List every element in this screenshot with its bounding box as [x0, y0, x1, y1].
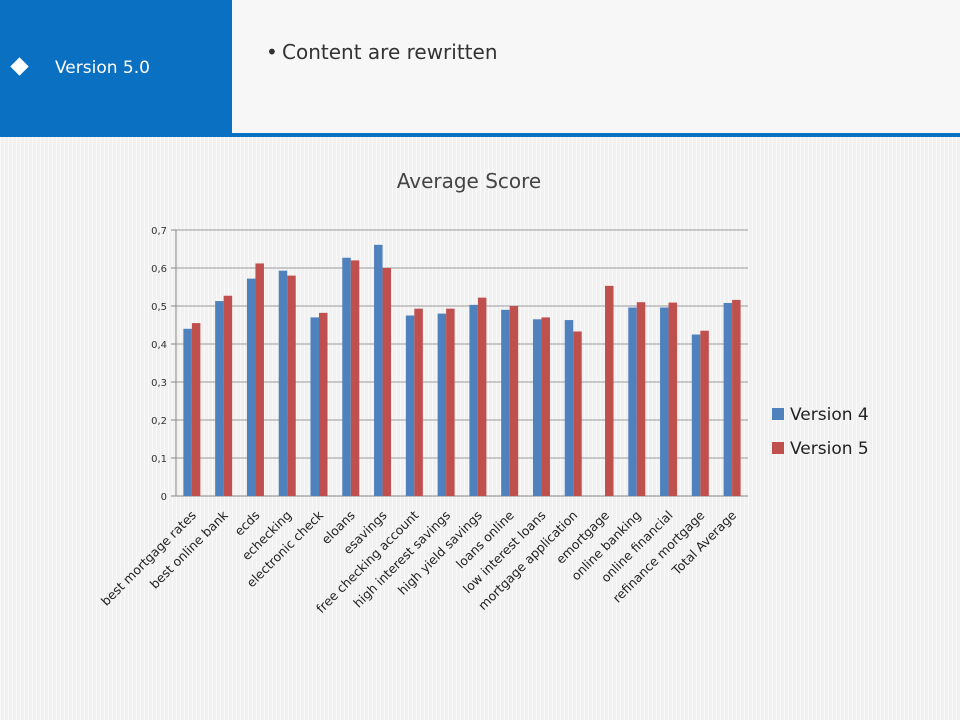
bar-version-4	[628, 307, 637, 496]
bar-version-5	[191, 323, 201, 496]
bar-version-4	[183, 328, 192, 496]
bar-version-5	[573, 331, 582, 496]
bar-version-4	[660, 307, 669, 496]
bar-version-4	[723, 302, 733, 496]
y-tick-label: 0,3	[151, 378, 167, 389]
bar-version-4	[342, 257, 351, 496]
bar-version-5	[255, 263, 264, 496]
legend-swatch	[772, 408, 784, 420]
bar-version-5	[700, 330, 709, 496]
y-tick-label: 0,5	[151, 302, 167, 313]
bar-version-5	[319, 312, 328, 496]
bar-version-5	[414, 308, 423, 496]
section-label: Version 5.0	[55, 58, 150, 78]
bar-version-4	[215, 301, 224, 496]
bar-version-5	[541, 317, 550, 496]
header-divider	[0, 133, 960, 137]
bar-version-4	[501, 309, 510, 496]
bar-version-4	[437, 313, 447, 496]
bar-version-5	[223, 295, 233, 496]
bar-version-5	[477, 297, 487, 496]
bar-version-5	[382, 268, 392, 496]
bar-version-4	[310, 317, 319, 496]
y-tick-label: 0,2	[151, 416, 167, 427]
bar-version-4	[564, 320, 574, 496]
y-tick-label: 0	[161, 492, 167, 503]
legend-label: Version 5	[790, 439, 869, 459]
bar-version-5	[636, 302, 646, 496]
bar-version-4	[691, 334, 701, 496]
bar-version-4	[278, 270, 288, 496]
bar-version-4	[532, 319, 542, 496]
slide-content-text: Content are rewritten	[282, 40, 498, 64]
bar-version-4	[405, 315, 415, 496]
bar-version-5	[509, 306, 519, 496]
bar-version-5	[446, 308, 455, 496]
bar-version-5	[605, 285, 614, 496]
bar-version-4	[246, 278, 256, 496]
bar-version-5	[732, 299, 741, 496]
bar-version-5	[350, 260, 360, 496]
y-tick-label: 0,7	[151, 226, 167, 237]
section-box	[0, 0, 232, 136]
chart-title: Average Score	[397, 169, 542, 193]
legend-swatch	[772, 442, 784, 454]
y-tick-label: 0,4	[151, 340, 167, 351]
bar-version-4	[374, 244, 383, 496]
bar-version-5	[668, 302, 678, 496]
bar-version-4	[469, 304, 478, 496]
legend-label: Version 4	[790, 405, 869, 425]
bar-version-5	[287, 275, 296, 496]
bullet-icon: •	[266, 40, 278, 64]
y-tick-label: 0,1	[151, 454, 167, 465]
y-tick-label: 0,6	[151, 264, 167, 275]
